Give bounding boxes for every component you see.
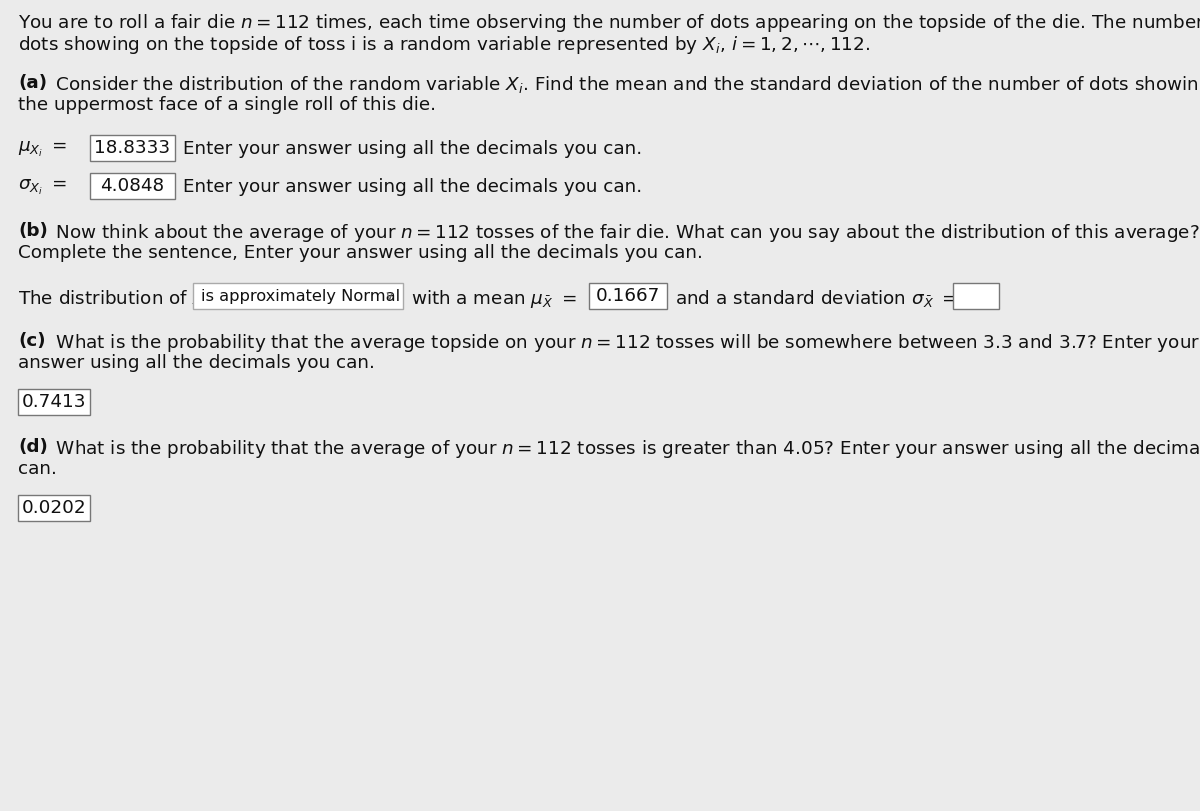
Text: 4.0848: 4.0848 [101, 177, 164, 195]
Bar [193, 283, 403, 309]
Text: 0.7413: 0.7413 [22, 393, 86, 411]
Text: The distribution of $\bar{X}$: The distribution of $\bar{X}$ [18, 288, 208, 309]
Text: Enter your answer using all the decimals you can.: Enter your answer using all the decimals… [182, 178, 642, 196]
Bar [589, 283, 667, 309]
Text: with a mean $\mu_{\bar{X}}$$\ =\ $: with a mean $\mu_{\bar{X}}$$\ =\ $ [410, 288, 577, 310]
Text: Complete the sentence, Enter your answer using all the decimals you can.: Complete the sentence, Enter your answer… [18, 244, 703, 262]
Text: answer using all the decimals you can.: answer using all the decimals you can. [18, 354, 374, 372]
Bar [90, 135, 175, 161]
Text: What is the probability that the average topside on your $n = 112$ tosses will b: What is the probability that the average… [50, 332, 1200, 354]
Bar [953, 283, 998, 309]
Text: (d): (d) [18, 438, 48, 456]
Bar [90, 173, 175, 199]
Bar [18, 495, 90, 521]
Bar [18, 389, 90, 415]
Text: Consider the distribution of the random variable $X_i$. Find the mean and the st: Consider the distribution of the random … [50, 74, 1200, 96]
Text: 18.8333: 18.8333 [95, 139, 170, 157]
Text: (b): (b) [18, 222, 48, 240]
Text: (c): (c) [18, 332, 46, 350]
Text: Enter your answer using all the decimals you can.: Enter your answer using all the decimals… [182, 140, 642, 158]
Text: ∨: ∨ [384, 290, 394, 303]
Text: (a): (a) [18, 74, 47, 92]
Text: $\sigma_{X_i}$$\ =\ $: $\sigma_{X_i}$$\ =\ $ [18, 178, 67, 197]
Text: Now think about the average of your $n = 112$ tosses of the fair die. What can y: Now think about the average of your $n =… [50, 222, 1200, 244]
Text: dots showing on the topside of toss i is a random variable represented by $X_i,\: dots showing on the topside of toss i is… [18, 34, 870, 56]
Text: 0.0202: 0.0202 [22, 499, 86, 517]
Text: and a standard deviation $\sigma_{\bar{X}}$$\ =\ $: and a standard deviation $\sigma_{\bar{X… [674, 288, 958, 309]
Text: the uppermost face of a single roll of this die.: the uppermost face of a single roll of t… [18, 96, 436, 114]
Text: can.: can. [18, 460, 56, 478]
Text: is approximately Normal: is approximately Normal [202, 289, 400, 303]
Text: $\mu_{X_i}$$\ =\ $: $\mu_{X_i}$$\ =\ $ [18, 140, 67, 159]
Text: What is the probability that the average of your $n = 112$ tosses is greater tha: What is the probability that the average… [50, 438, 1200, 460]
Text: 0.1667: 0.1667 [596, 287, 660, 305]
Text: You are to roll a fair die $n = 112$ times, each time observing the number of do: You are to roll a fair die $n = 112$ tim… [18, 12, 1200, 34]
